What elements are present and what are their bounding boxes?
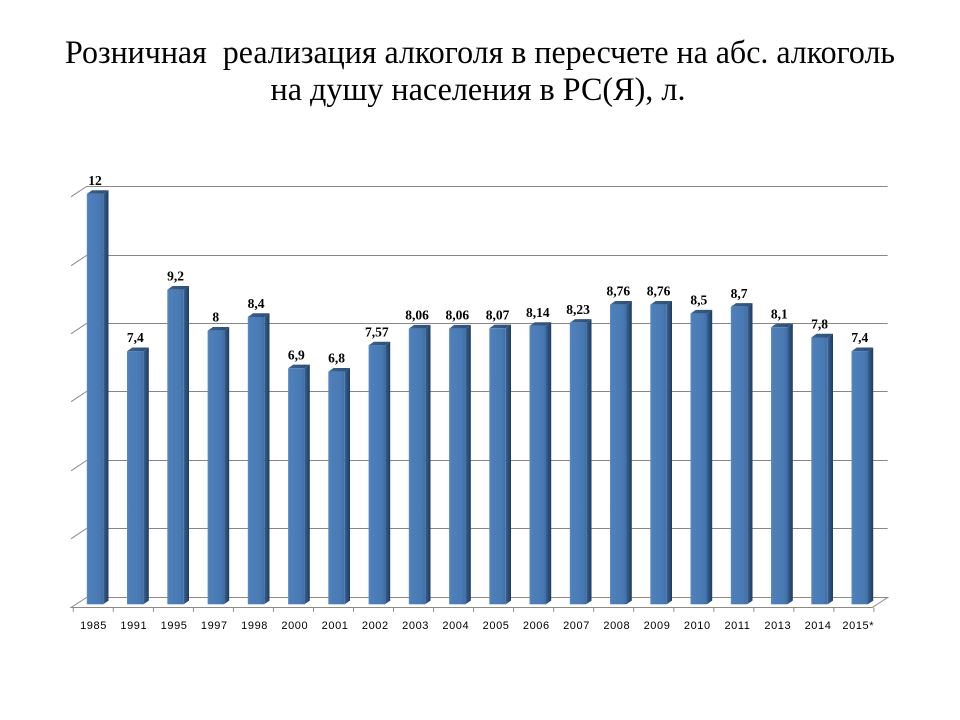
- svg-text:2007: 2007: [563, 620, 590, 632]
- svg-text:2008: 2008: [603, 620, 630, 632]
- svg-text:2014: 2014: [805, 620, 832, 632]
- svg-text:8,06: 8,06: [445, 308, 469, 323]
- svg-text:8,5: 8,5: [690, 293, 707, 308]
- svg-text:7,4: 7,4: [851, 330, 868, 345]
- svg-text:8,06: 8,06: [405, 308, 429, 323]
- svg-text:8,14: 8,14: [526, 305, 550, 320]
- svg-text:1998: 1998: [241, 620, 268, 632]
- svg-text:2001: 2001: [322, 620, 349, 632]
- svg-text:9,2: 9,2: [167, 269, 184, 284]
- svg-text:2013: 2013: [764, 620, 791, 632]
- svg-text:8,07: 8,07: [486, 307, 510, 322]
- svg-text:7,4: 7,4: [127, 330, 144, 345]
- svg-text:2005: 2005: [483, 620, 510, 632]
- svg-text:Розничная реализация алкоголя: Розничная реализация алкоголя в пересчет…: [65, 35, 895, 71]
- svg-text:12: 12: [88, 173, 102, 188]
- svg-text:2003: 2003: [402, 620, 429, 632]
- svg-text:8,4: 8,4: [248, 296, 265, 311]
- svg-text:2015*: 2015*: [842, 620, 874, 632]
- svg-text:2002: 2002: [362, 620, 389, 632]
- svg-text:6,9: 6,9: [288, 347, 305, 362]
- svg-text:8,23: 8,23: [566, 302, 590, 317]
- svg-text:8: 8: [212, 310, 219, 325]
- svg-text:1985: 1985: [80, 620, 107, 632]
- svg-text:8,76: 8,76: [606, 284, 630, 299]
- svg-text:1997: 1997: [201, 620, 228, 632]
- svg-text:6,8: 6,8: [328, 351, 345, 366]
- svg-text:7,57: 7,57: [365, 324, 389, 339]
- svg-text:2000: 2000: [281, 620, 308, 632]
- svg-text:на душу населения в РС(Я), л.: на душу населения в РС(Я), л.: [271, 72, 686, 108]
- svg-text:8,1: 8,1: [771, 306, 788, 321]
- svg-text:2009: 2009: [644, 620, 671, 632]
- svg-text:2010: 2010: [684, 620, 711, 632]
- svg-text:2004: 2004: [442, 620, 469, 632]
- svg-text:7,8: 7,8: [811, 317, 828, 332]
- svg-text:2011: 2011: [724, 620, 750, 632]
- svg-text:8,7: 8,7: [731, 286, 748, 301]
- svg-text:1991: 1991: [120, 620, 147, 632]
- svg-text:8,76: 8,76: [647, 284, 671, 299]
- svg-text:1995: 1995: [161, 620, 188, 632]
- svg-text:2006: 2006: [523, 620, 550, 632]
